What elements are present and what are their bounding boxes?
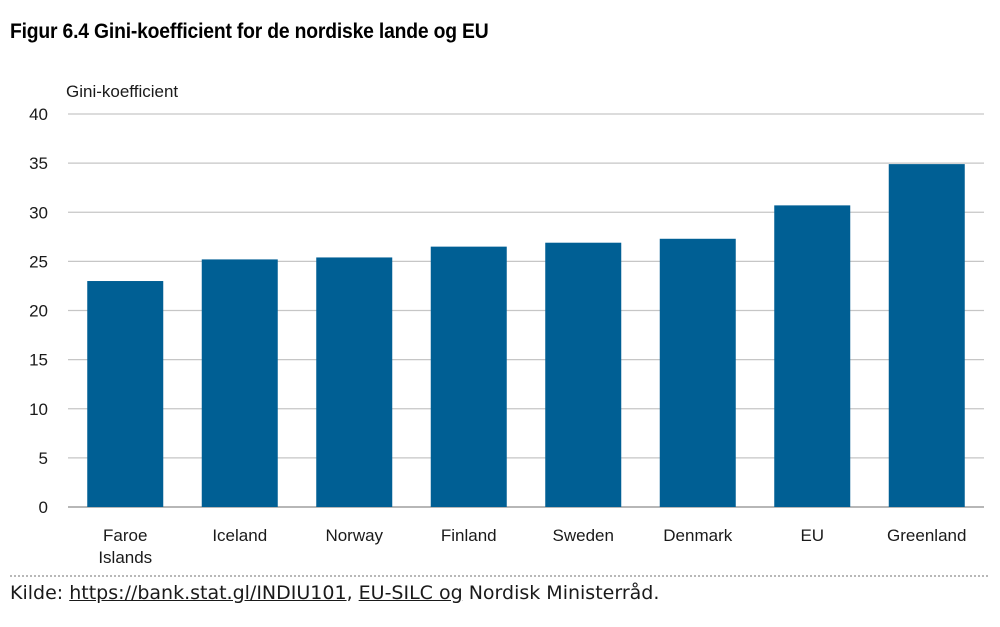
- x-tick-label: Iceland: [212, 526, 267, 545]
- source-separator: ,: [346, 582, 359, 604]
- y-tick-label: 5: [39, 449, 48, 468]
- y-tick-label: 10: [29, 400, 48, 419]
- x-tick-label: Greenland: [887, 526, 966, 545]
- y-tick-label: 35: [29, 154, 48, 173]
- bar-chart: Gini-koefficient 0 5 10 15 20 25 30 35 40 Faroe Isl…: [29, 82, 984, 567]
- y-tick-label: 40: [29, 105, 48, 124]
- bar: [87, 281, 164, 507]
- source-divider: [10, 575, 988, 577]
- source-line: Kilde: https://bank.stat.gl/INDIU101, EU…: [10, 582, 659, 604]
- y-tick-label: 20: [29, 302, 48, 321]
- bar: [316, 257, 393, 507]
- bar: [545, 242, 622, 507]
- x-tick-label: Faroe Islands: [98, 526, 152, 567]
- x-tick-label: EU: [800, 526, 824, 545]
- bar: [888, 164, 965, 508]
- x-tick-label: Denmark: [663, 526, 732, 545]
- bar: [774, 205, 851, 507]
- source-prefix: Kilde:: [10, 582, 70, 604]
- bar: [430, 246, 507, 507]
- source-link-eu-silc[interactable]: EU-SILC og: [358, 582, 463, 604]
- y-axis-label: Gini-koefficient: [66, 82, 178, 101]
- x-tick-label: Norway: [325, 526, 383, 545]
- y-tick-label: 0: [39, 498, 48, 517]
- bar: [201, 259, 278, 507]
- x-tick-label: Sweden: [553, 526, 614, 545]
- bar: [659, 238, 736, 507]
- y-tick-label: 15: [29, 351, 48, 370]
- source-suffix: Nordisk Ministerråd.: [462, 582, 660, 604]
- y-tick-label: 30: [29, 203, 48, 222]
- x-tick-label: Finland: [441, 526, 497, 545]
- y-tick-label: 25: [29, 252, 48, 271]
- figure-title: Figur 6.4 Gini-koefficient for de nordis…: [10, 20, 489, 43]
- source-link-statbank[interactable]: https://bank.stat.gl/INDIU101: [69, 582, 347, 604]
